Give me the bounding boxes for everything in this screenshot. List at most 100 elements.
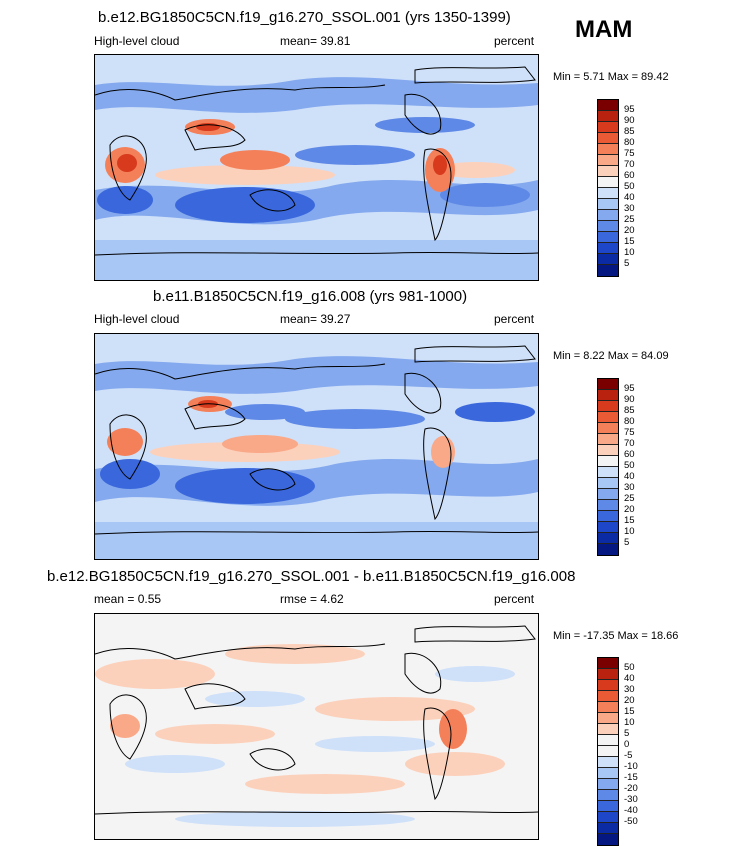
colorbar-tick-label: 40 bbox=[624, 471, 635, 482]
colorbar-tick-label: 5 bbox=[624, 258, 630, 269]
colorbar-tick-label: 70 bbox=[624, 438, 635, 449]
colorbar-tick-label: 10 bbox=[624, 717, 635, 728]
colorbar-segment bbox=[598, 177, 618, 188]
colorbar-segment bbox=[598, 544, 618, 555]
colorbar-segment bbox=[598, 768, 618, 779]
colorbar-tick-label: -50 bbox=[624, 816, 638, 827]
panel3-rmse-label: rmse = 4.62 bbox=[280, 592, 344, 606]
colorbar-tick-label: -20 bbox=[624, 783, 638, 794]
colorbar-tick-label: 15 bbox=[624, 236, 635, 247]
panel3-mean-label: mean = 0.55 bbox=[94, 592, 162, 606]
colorbar-segment bbox=[598, 199, 618, 210]
colorbar-tick-label: -10 bbox=[624, 761, 638, 772]
panel1-colorbar bbox=[597, 99, 619, 277]
colorbar-segment bbox=[598, 423, 618, 434]
colorbar-tick-label: 0 bbox=[624, 739, 630, 750]
colorbar-segment bbox=[598, 834, 618, 845]
colorbar-segment bbox=[598, 155, 618, 166]
colorbar-tick-label: 80 bbox=[624, 416, 635, 427]
colorbar-tick-label: 50 bbox=[624, 662, 635, 673]
colorbar-segment bbox=[598, 467, 618, 478]
colorbar-tick-label: 30 bbox=[624, 203, 635, 214]
panel2-colorbar bbox=[597, 378, 619, 556]
colorbar-segment bbox=[598, 801, 618, 812]
panel1-map bbox=[94, 54, 539, 281]
colorbar-tick-label: 85 bbox=[624, 405, 635, 416]
colorbar-segment bbox=[598, 434, 618, 445]
colorbar-tick-label: 10 bbox=[624, 247, 635, 258]
colorbar-tick-label: 85 bbox=[624, 126, 635, 137]
colorbar-tick-label: 70 bbox=[624, 159, 635, 170]
colorbar-segment bbox=[598, 533, 618, 544]
colorbar-segment bbox=[598, 702, 618, 713]
colorbar-tick-label: 40 bbox=[624, 192, 635, 203]
colorbar-tick-label: 95 bbox=[624, 383, 635, 394]
colorbar-tick-label: 40 bbox=[624, 673, 635, 684]
colorbar-tick-label: 15 bbox=[624, 515, 635, 526]
panel1-units-label: percent bbox=[494, 34, 535, 48]
panel2-variable-label: High-level cloud bbox=[94, 312, 180, 326]
colorbar-segment bbox=[598, 691, 618, 702]
colorbar-segment bbox=[598, 779, 618, 790]
colorbar-tick-label: 80 bbox=[624, 137, 635, 148]
colorbar-segment bbox=[598, 144, 618, 155]
colorbar-segment bbox=[598, 221, 618, 232]
colorbar-tick-label: 20 bbox=[624, 504, 635, 515]
colorbar-segment bbox=[598, 390, 618, 401]
colorbar-segment bbox=[598, 254, 618, 265]
colorbar-segment bbox=[598, 812, 618, 823]
colorbar-segment bbox=[598, 122, 618, 133]
colorbar-segment bbox=[598, 489, 618, 500]
panel3-units-label: percent bbox=[494, 592, 535, 606]
colorbar-segment bbox=[598, 456, 618, 467]
colorbar-segment bbox=[598, 478, 618, 489]
colorbar-segment bbox=[598, 100, 618, 111]
colorbar-segment bbox=[598, 713, 618, 724]
colorbar-tick-label: 10 bbox=[624, 526, 635, 537]
colorbar-segment bbox=[598, 401, 618, 412]
colorbar-tick-label: 20 bbox=[624, 225, 635, 236]
colorbar-tick-label: 75 bbox=[624, 427, 635, 438]
colorbar-segment bbox=[598, 412, 618, 423]
colorbar-tick-label: 95 bbox=[624, 104, 635, 115]
colorbar-segment bbox=[598, 669, 618, 680]
colorbar-segment bbox=[598, 166, 618, 177]
colorbar-segment bbox=[598, 111, 618, 122]
panel2-units-label: percent bbox=[494, 312, 535, 326]
colorbar-tick-label: 50 bbox=[624, 181, 635, 192]
colorbar-segment bbox=[598, 746, 618, 757]
colorbar-segment bbox=[598, 724, 618, 735]
colorbar-segment bbox=[598, 823, 618, 834]
colorbar-segment bbox=[598, 188, 618, 199]
colorbar-segment bbox=[598, 445, 618, 456]
colorbar-tick-label: -5 bbox=[624, 750, 633, 761]
colorbar-segment bbox=[598, 790, 618, 801]
colorbar-tick-label: 25 bbox=[624, 493, 635, 504]
panel1-variable-label: High-level cloud bbox=[94, 34, 180, 48]
colorbar-tick-label: -30 bbox=[624, 794, 638, 805]
colorbar-tick-label: 30 bbox=[624, 482, 635, 493]
panel3-title: b.e12.BG1850C5CN.f19_g16.270_SSOL.001 - … bbox=[47, 568, 576, 585]
panel3-contour-field bbox=[95, 614, 538, 839]
colorbar-tick-label: 20 bbox=[624, 695, 635, 706]
colorbar-segment bbox=[598, 680, 618, 691]
colorbar-tick-label: 60 bbox=[624, 449, 635, 460]
panel3-map bbox=[94, 613, 539, 840]
panel2-contour-field bbox=[95, 334, 538, 559]
colorbar-segment bbox=[598, 658, 618, 669]
colorbar-tick-label: 90 bbox=[624, 115, 635, 126]
colorbar-tick-label: 50 bbox=[624, 460, 635, 471]
colorbar-segment bbox=[598, 735, 618, 746]
colorbar-tick-label: 5 bbox=[624, 728, 630, 739]
season-label: MAM bbox=[575, 16, 633, 43]
colorbar-segment bbox=[598, 210, 618, 221]
panel1-contour-field bbox=[95, 55, 538, 280]
colorbar-tick-label: 75 bbox=[624, 148, 635, 159]
colorbar-segment bbox=[598, 379, 618, 390]
colorbar-segment bbox=[598, 500, 618, 511]
panel1-title: b.e12.BG1850C5CN.f19_g16.270_SSOL.001 (y… bbox=[98, 9, 511, 26]
colorbar-tick-label: 60 bbox=[624, 170, 635, 181]
panel3-colorbar bbox=[597, 657, 619, 846]
panel2-mean-label: mean= 39.27 bbox=[280, 312, 351, 326]
colorbar-segment bbox=[598, 133, 618, 144]
